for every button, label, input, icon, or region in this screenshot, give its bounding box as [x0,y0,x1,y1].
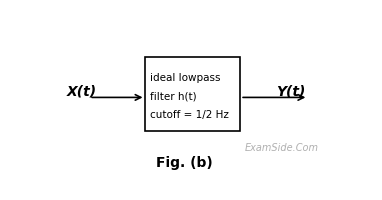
Text: ExamSide.Com: ExamSide.Com [244,142,319,152]
Text: Fig. (b): Fig. (b) [155,156,212,170]
Text: cutoff = 1/2 Hz: cutoff = 1/2 Hz [150,109,229,119]
Text: filter h(t): filter h(t) [150,91,196,101]
Text: ideal lowpass: ideal lowpass [150,72,220,82]
Text: X(t): X(t) [67,84,97,98]
Text: Y(t): Y(t) [276,84,305,98]
Bar [146,58,240,132]
